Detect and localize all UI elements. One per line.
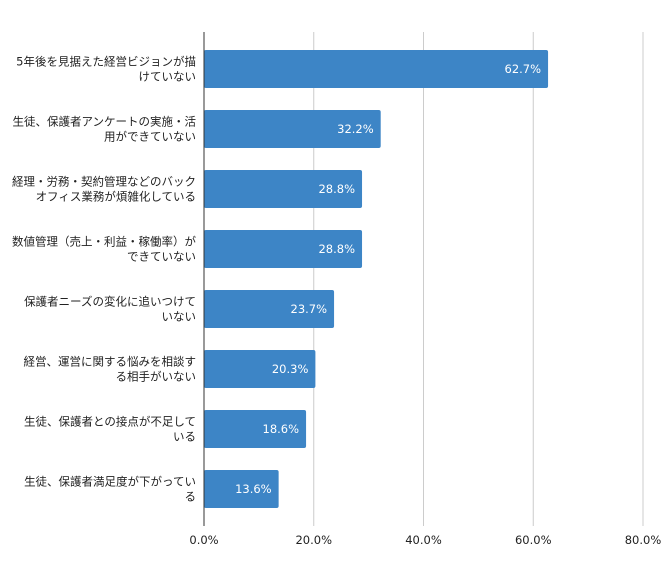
bar	[204, 290, 335, 328]
category-label: 5年後を見据えた経営ビジョンが描けていない	[16, 55, 196, 84]
category-label-line: いる	[173, 430, 196, 444]
bar	[204, 170, 363, 208]
bar-data-label: 23.7%	[291, 302, 328, 316]
bar-data-label: 18.6%	[263, 422, 300, 436]
bar	[204, 230, 363, 268]
category-label-line: る	[185, 490, 197, 504]
category-label-line: 用ができていない	[104, 130, 196, 144]
bar-data-label: 20.3%	[272, 362, 309, 376]
x-tick-label: 0.0%	[189, 533, 218, 547]
category-label: 生徒、保護者アンケートの実施・活用ができていない	[12, 115, 196, 144]
bar	[204, 470, 279, 508]
bar-data-label: 28.8%	[318, 182, 355, 196]
category-label-line: る相手がいない	[116, 370, 197, 384]
category-labels: 5年後を見据えた経営ビジョンが描けていない生徒、保護者アンケートの実施・活用がで…	[12, 55, 196, 504]
category-label-line: 経営、運営に関する悩みを相談す	[24, 355, 197, 369]
category-label-line: けていない	[139, 70, 197, 84]
category-label-line: 5年後を見据えた経営ビジョンが描	[16, 55, 196, 69]
x-tick-label: 60.0%	[515, 533, 552, 547]
bars: 62.7% 32.2% 28.8% 28.8% 23.7% 20.3% 18.6% 13.6%	[204, 50, 549, 508]
gridlines	[313, 32, 644, 526]
x-axis-ticks: 0.0% 20.0% 40.0% 60.0% 80.0%	[189, 533, 661, 547]
category-label-line: 数値管理（売上・利益・稼働率）が	[12, 235, 196, 249]
bar-data-label: 13.6%	[235, 482, 272, 496]
category-label-line: オフィス業務が煩雑化している	[36, 190, 196, 204]
category-label-line: 生徒、保護者との接点が不足して	[24, 415, 196, 429]
category-label: 保護者ニーズの変化に追いつけていない	[24, 295, 196, 324]
x-tick-label: 40.0%	[405, 533, 442, 547]
category-label-line: いない	[162, 310, 197, 324]
category-label: 生徒、保護者との接点が不足している	[24, 415, 196, 444]
category-label: 数値管理（売上・利益・稼働率）ができていない	[12, 235, 196, 264]
category-label-line: 保護者ニーズの変化に追いつけて	[24, 295, 196, 309]
category-label-line: 経理・労務・契約管理などのバック	[12, 175, 196, 189]
x-tick-label: 20.0%	[295, 533, 332, 547]
bar	[204, 350, 316, 388]
category-label-line: できていない	[127, 250, 196, 264]
category-label: 生徒、保護者満足度が下がっている	[24, 475, 196, 504]
bar	[204, 50, 549, 88]
category-label: 経理・労務・契約管理などのバックオフィス業務が煩雑化している	[12, 175, 196, 204]
category-label-line: 生徒、保護者満足度が下がってい	[24, 475, 196, 489]
bar	[204, 110, 381, 148]
bar-data-label: 62.7%	[505, 62, 542, 76]
category-label-line: 生徒、保護者アンケートの実施・活	[12, 115, 196, 129]
bar-data-label: 28.8%	[318, 242, 355, 256]
category-label: 経営、運営に関する悩みを相談する相手がいない	[24, 355, 197, 384]
bar	[204, 410, 307, 448]
bar-data-label: 32.2%	[337, 122, 374, 136]
x-tick-label: 80.0%	[625, 533, 662, 547]
